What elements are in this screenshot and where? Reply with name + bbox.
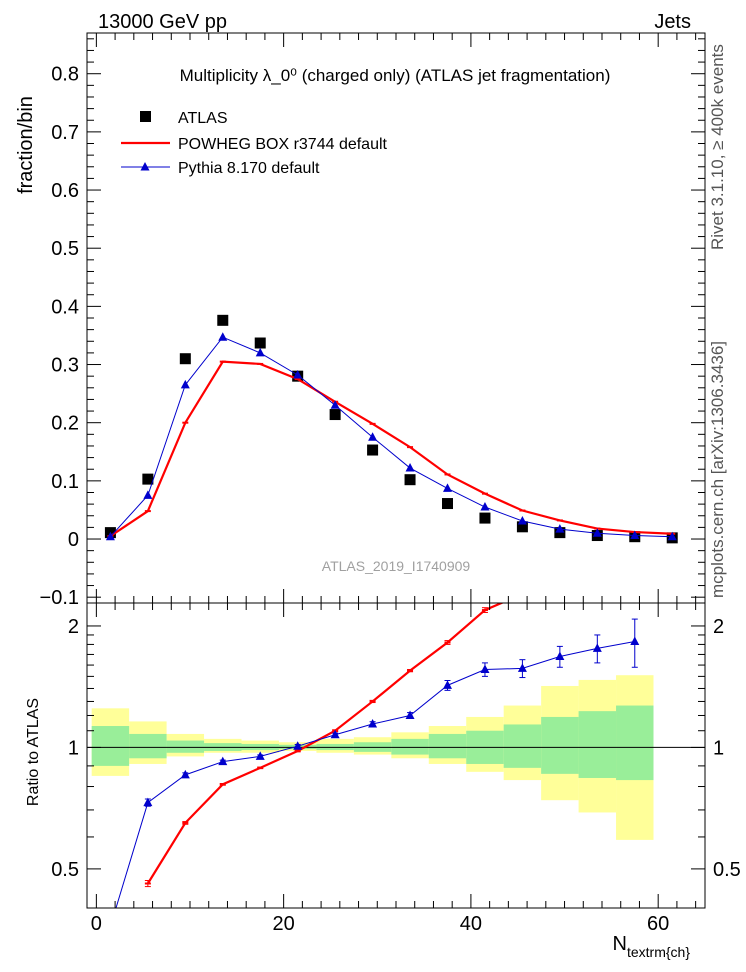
- legend: ATLAS POWHEG BOX r3744 default Pythia 8.17…: [121, 110, 388, 177]
- y-tick-label: 0.2: [51, 413, 79, 435]
- main-panel: −0.1 0 0.1 0.2 0.3 0.4 0.5 0.6 0.7 0.8 Multiplici…: [15, 32, 706, 609]
- x-tick-label: 40: [460, 913, 482, 935]
- uncertainty-band-green: [578, 711, 617, 778]
- uncertainty-band-green: [129, 733, 167, 759]
- data-point-triangle: [143, 490, 153, 499]
- data-point-triangle: [293, 370, 303, 379]
- data-point-square: [367, 444, 379, 456]
- uncertainty-band-green: [391, 738, 429, 755]
- series-line: [109, 360, 673, 538]
- ratio-y-tick-label: 0.5: [51, 859, 79, 881]
- data-point-triangle: [368, 432, 378, 441]
- legend-marker-square: [140, 111, 151, 122]
- data-point-triangle: [480, 502, 490, 511]
- data-point-triangle: [517, 515, 527, 525]
- ratio-point-triangle: [630, 636, 640, 646]
- y-tick-label: 0.4: [51, 296, 79, 318]
- y-tick-label: 0.8: [51, 64, 79, 86]
- data-point-triangle: [443, 483, 452, 492]
- ratio-point-triangle: [517, 663, 527, 672]
- header-collision-label: 13000 GeV pp: [98, 11, 227, 33]
- ratio-point-triangle: [218, 756, 228, 766]
- y-tick-label: 0.7: [51, 122, 79, 144]
- ratio-y-tick-label: 1: [68, 737, 79, 759]
- ratio-point-triangle: [330, 729, 340, 739]
- x-axis-label-main: N: [613, 933, 627, 955]
- uncertainty-band-green: [616, 705, 654, 781]
- y-tick-label: −0.1: [40, 587, 79, 609]
- series-line: [110, 336, 673, 538]
- x-tick-label: 0: [91, 913, 102, 935]
- ratio-y-tick-label-right: 1: [713, 737, 724, 759]
- ratio-y-tick-label-right: 0.5: [713, 859, 741, 881]
- ratio-point-triangle: [368, 719, 378, 728]
- x-axis-label-sub: textrm{ch}: [627, 944, 690, 960]
- ratio-point-triangle: [555, 651, 565, 661]
- ratio-point-triangle: [443, 680, 452, 689]
- data-point-triangle: [667, 531, 677, 541]
- legend-label: Pythia 8.170 default: [178, 160, 320, 177]
- data-point-square: [217, 314, 229, 326]
- main-panel-ylabel: fraction/bin: [15, 96, 37, 194]
- ratio-point-triangle: [293, 741, 303, 750]
- ratio-point-triangle: [592, 643, 602, 652]
- x-tick-label: 60: [647, 913, 669, 935]
- ratio-point-triangle: [143, 797, 153, 807]
- ratio-panel-ylabel: Ratio to ATLAS: [25, 698, 42, 806]
- ratio-point-triangle: [255, 751, 265, 760]
- uncertainty-band-green: [91, 726, 130, 766]
- data-point-triangle: [330, 400, 340, 409]
- data-point-triangle: [180, 379, 190, 389]
- mcplots-label: mcplots.cern.ch [arXiv:1306.3436]: [708, 341, 727, 598]
- uncertainty-band-green: [428, 733, 467, 759]
- data-point-triangle: [405, 463, 415, 472]
- y-tick-label: 0: [68, 529, 79, 551]
- legend-label: POWHEG BOX r3744 default: [178, 136, 388, 153]
- data-point-triangle: [630, 530, 640, 540]
- uncertainty-band-green: [503, 724, 542, 768]
- data-point-triangle: [592, 528, 602, 537]
- legend-label: ATLAS: [178, 110, 228, 127]
- data-point-triangle: [218, 332, 228, 341]
- ratio-point-triangle: [180, 769, 190, 779]
- y-tick-label: 0.3: [51, 355, 79, 377]
- x-axis-label: Ntextrm{ch}: [613, 933, 691, 960]
- data-point-square: [516, 521, 528, 533]
- ratio-point-triangle: [106, 921, 115, 930]
- data-point-triangle: [555, 524, 565, 533]
- data-point-square: [442, 498, 453, 510]
- x-tick-label: 20: [273, 913, 295, 935]
- ratio-y-tick-label: 2: [68, 616, 79, 638]
- y-tick-label: 0.6: [51, 180, 79, 202]
- ratio-y-tick-label-right: 2: [713, 616, 724, 638]
- uncertainty-band-green: [166, 740, 205, 753]
- data-point-square: [254, 337, 266, 349]
- ratio-panel: 0.5 0.51 12 20 20 40 60 Ratio to ATLAS Ntextrm…: [25, 602, 741, 960]
- main-panel-title: Multiplicity λ_0⁰ (charged only) (ATLAS …: [180, 66, 611, 85]
- ratio-point-triangle: [480, 664, 490, 674]
- rivet-version-label: Rivet 3.1.10, ≥ 400k events: [708, 44, 727, 250]
- y-tick-label: 0.5: [51, 238, 79, 260]
- data-point-triangle: [255, 347, 265, 357]
- data-point-square: [479, 512, 491, 524]
- data-point-triangle: [105, 531, 115, 541]
- data-point-square: [142, 473, 154, 485]
- y-tick-label: 0.1: [51, 471, 79, 493]
- ratio-point-triangle: [405, 710, 415, 719]
- uncertainty-band-green: [541, 716, 579, 774]
- data-point-square: [179, 353, 191, 365]
- legend-marker-triangle: [140, 162, 150, 171]
- header-process-label: Jets: [654, 11, 691, 33]
- watermark-label: ATLAS_2019_I1740909: [322, 558, 471, 574]
- data-point-square: [404, 474, 416, 486]
- data-point-square: [329, 409, 341, 421]
